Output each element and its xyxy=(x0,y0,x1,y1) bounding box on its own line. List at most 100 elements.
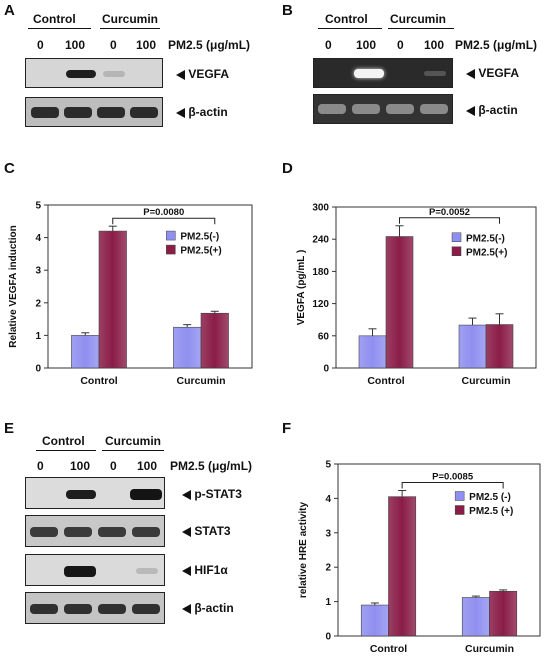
legend-label: PM2.5(-) xyxy=(466,233,505,244)
gel-actin xyxy=(313,94,453,124)
dose-label: 0 xyxy=(110,38,117,52)
legend-swatch xyxy=(454,505,465,515)
significance-bracket xyxy=(399,217,500,224)
y-tick-label: 1 xyxy=(35,331,41,342)
blot-band xyxy=(64,107,92,118)
y-tick-label: 240 xyxy=(312,235,329,246)
y-axis-label: VEGFA (pg/mL ) xyxy=(296,250,307,326)
y-axis-label: relative HRE activity xyxy=(298,501,309,598)
western-blot-pstat3 xyxy=(25,477,165,509)
gel-band xyxy=(354,69,384,78)
p-value-label: P=0.0080 xyxy=(143,207,184,218)
y-tick-label: 4 xyxy=(325,494,331,505)
panel-label: E xyxy=(4,420,15,437)
dose-label: 100 xyxy=(137,459,158,473)
y-tick-label: 5 xyxy=(325,460,331,471)
bar xyxy=(71,335,100,369)
blot-band xyxy=(97,107,125,118)
blot-band xyxy=(64,604,92,614)
blot-band xyxy=(66,70,96,78)
y-tick-label: 2 xyxy=(35,298,41,309)
bar xyxy=(360,604,389,637)
bar xyxy=(358,335,387,369)
x-tick-label: Control xyxy=(80,375,117,387)
western-blot-actin xyxy=(25,97,163,127)
arrow-icon xyxy=(182,565,191,576)
group-label: Control xyxy=(42,434,85,448)
dose-label: 0 xyxy=(397,38,404,52)
group-underline xyxy=(28,28,91,29)
x-tick-label: Control xyxy=(367,375,404,387)
dose-label: 100 xyxy=(424,38,445,52)
arrow-icon xyxy=(466,105,475,116)
blot-band xyxy=(103,71,125,77)
dose-label: 0 xyxy=(37,38,44,52)
y-tick-label: 0 xyxy=(325,632,331,643)
y-tick-label: 300 xyxy=(312,203,329,214)
legend-swatch xyxy=(454,491,465,501)
dose-label: 0 xyxy=(325,38,332,52)
group-underline xyxy=(318,28,382,29)
y-tick-label: 5 xyxy=(35,201,41,212)
panel-label: B xyxy=(282,2,293,19)
gel-band xyxy=(386,104,414,114)
dose-label: 0 xyxy=(37,459,44,473)
significance-bracket xyxy=(112,217,216,225)
panel-label: F xyxy=(282,420,292,437)
y-axis-label: Relative VEGFA induction xyxy=(8,225,19,347)
blot-band xyxy=(136,568,158,574)
arrow-icon xyxy=(182,603,191,614)
y-tick-label: 3 xyxy=(325,528,331,539)
y-tick-label: 1 xyxy=(325,597,331,608)
blot-band xyxy=(130,107,158,118)
dose-label: 100 xyxy=(136,38,157,52)
bar xyxy=(461,597,490,637)
gel-band xyxy=(318,104,346,114)
legend-swatch xyxy=(451,246,462,257)
legend-label: PM2.5(+) xyxy=(466,247,507,258)
x-tick-label: Curcumin xyxy=(461,375,510,387)
chart-f: 0 1 2 3 4 5 relative HRE activity Control Curcum… xyxy=(298,460,541,655)
band-label: β-actin xyxy=(176,105,228,119)
y-tick-label: 4 xyxy=(35,233,41,244)
treatment-label: PM2.5 (μg/mL) xyxy=(170,459,253,473)
significance-bracket xyxy=(401,481,504,489)
bar xyxy=(388,496,417,637)
arrow-icon xyxy=(176,69,185,80)
group-label: Curcumin xyxy=(102,12,159,26)
panel-label: D xyxy=(282,160,293,177)
y-tick-label: 120 xyxy=(312,299,329,310)
blot-band xyxy=(132,604,160,614)
arrow-icon xyxy=(182,526,191,537)
x-tick-label: Curcumin xyxy=(176,375,225,387)
group-underline xyxy=(36,450,96,451)
treatment-label: PM2.5 (μg/mL) xyxy=(455,38,538,52)
gel-band xyxy=(352,104,380,114)
group-underline xyxy=(102,450,164,451)
band-label: VEGFA xyxy=(176,67,229,81)
chart-d: 0 60 120 180 240 300 VEGFA (pg/mL ) Control Curc… xyxy=(296,203,537,387)
group-label: Control xyxy=(33,12,76,26)
bar xyxy=(173,326,202,369)
group-underline xyxy=(100,28,160,29)
arrow-icon xyxy=(466,68,475,79)
band-label: HIF1α xyxy=(182,563,228,577)
bar xyxy=(458,324,487,369)
dose-label: 100 xyxy=(65,38,86,52)
dose-label: 100 xyxy=(356,38,377,52)
p-value-label: P=0.0085 xyxy=(432,471,474,482)
legend-swatch xyxy=(166,230,176,241)
blot-band xyxy=(132,527,160,537)
x-tick-label: Curcumin xyxy=(465,643,514,655)
y-tick-label: 180 xyxy=(312,267,329,278)
gel-band xyxy=(424,71,446,76)
band-label: VEGFA xyxy=(466,66,519,80)
x-tick-label: Control xyxy=(370,643,407,655)
p-value-label: P=0.0052 xyxy=(429,207,470,218)
western-blot-hif1a xyxy=(25,554,165,586)
legend-swatch xyxy=(166,244,176,255)
treatment-label: PM2.5 (μg/mL) xyxy=(168,38,251,52)
dose-label: 0 xyxy=(110,459,117,473)
y-tick-label: 60 xyxy=(318,331,330,342)
band-label: β-actin xyxy=(466,103,518,117)
